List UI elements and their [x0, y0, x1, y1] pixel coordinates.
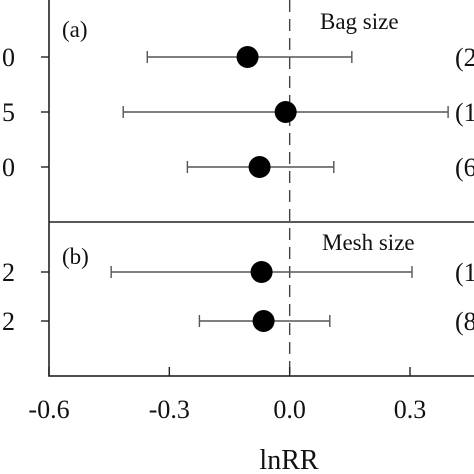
forest-row: 0 (6	[2, 153, 474, 182]
forest-row: 0 (2	[2, 43, 474, 72]
sample-size-label: (1	[455, 98, 474, 127]
y-row-label: 0	[2, 43, 15, 72]
mean-point	[250, 261, 273, 283]
sample-size-label: (6	[455, 153, 474, 182]
forest-row: 5 (1	[2, 98, 474, 127]
plot-frame	[48, 0, 474, 377]
mean-point	[252, 310, 275, 332]
mean-point	[274, 101, 297, 123]
forest-row: 2 (1	[2, 258, 474, 287]
y-row-label: 5	[2, 98, 15, 127]
x-tick-label: 0.3	[394, 395, 427, 424]
panel-a-label: (a)	[62, 17, 88, 42]
mean-point	[236, 46, 259, 68]
sample-size-label: (8	[455, 307, 474, 336]
panel-a-title: Bag size	[320, 9, 399, 34]
x-tick-label: -0.6	[28, 395, 69, 424]
y-row-label: 2	[2, 307, 15, 336]
forest-row: 2 (8	[2, 307, 474, 336]
panel-b-label: (b)	[62, 244, 89, 269]
x-axis-title: lnRR	[259, 445, 318, 474]
mean-point	[248, 156, 271, 178]
sample-size-label: (2	[455, 43, 474, 72]
panel-b-title: Mesh size	[322, 230, 415, 255]
sample-size-label: (1	[455, 258, 474, 287]
x-tick-label: -0.3	[149, 395, 190, 424]
y-row-label: 0	[2, 153, 15, 182]
y-row-label: 2	[2, 258, 15, 287]
x-tick-label: 0.0	[273, 395, 306, 424]
